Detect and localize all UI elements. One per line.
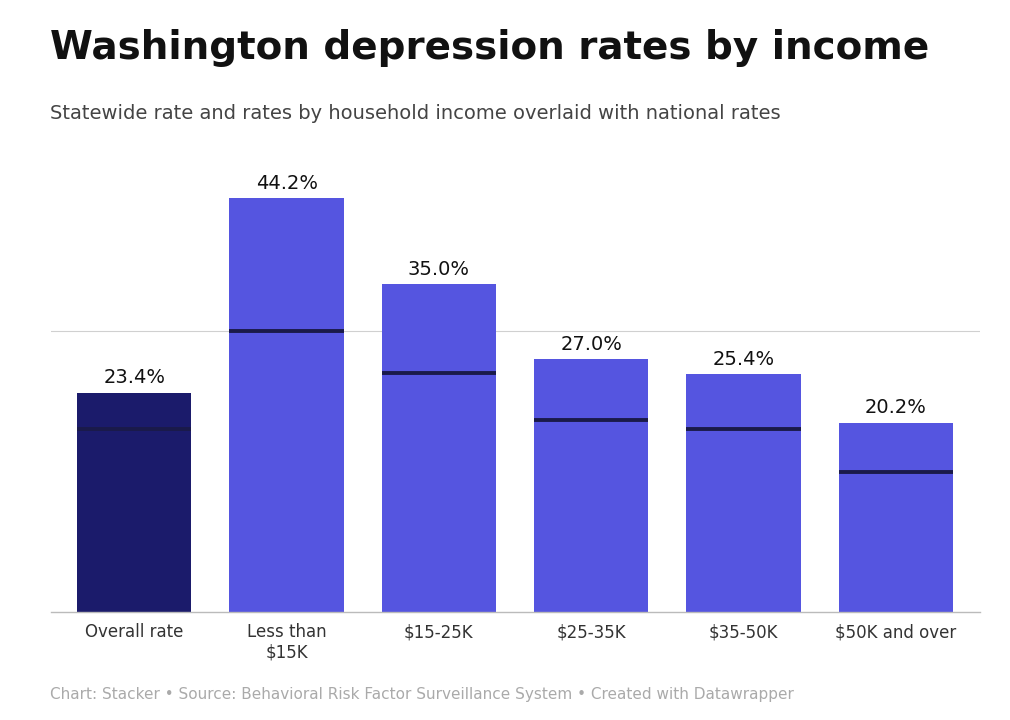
Text: 23.4%: 23.4% <box>103 369 166 387</box>
Bar <box>534 359 648 612</box>
Bar <box>229 198 343 612</box>
Text: 44.2%: 44.2% <box>256 174 317 193</box>
Text: Statewide rate and rates by household income overlaid with national rates: Statewide rate and rates by household in… <box>50 104 781 123</box>
Text: 35.0%: 35.0% <box>408 260 470 279</box>
Bar <box>687 374 801 612</box>
Text: 27.0%: 27.0% <box>561 335 622 354</box>
Bar <box>838 423 953 612</box>
Bar <box>382 284 496 612</box>
Bar <box>77 393 192 612</box>
Text: 25.4%: 25.4% <box>712 350 775 369</box>
Text: Washington depression rates by income: Washington depression rates by income <box>50 29 930 67</box>
Text: Chart: Stacker • Source: Behavioral Risk Factor Surveillance System • Created wi: Chart: Stacker • Source: Behavioral Risk… <box>50 687 795 702</box>
Text: 20.2%: 20.2% <box>865 398 927 418</box>
